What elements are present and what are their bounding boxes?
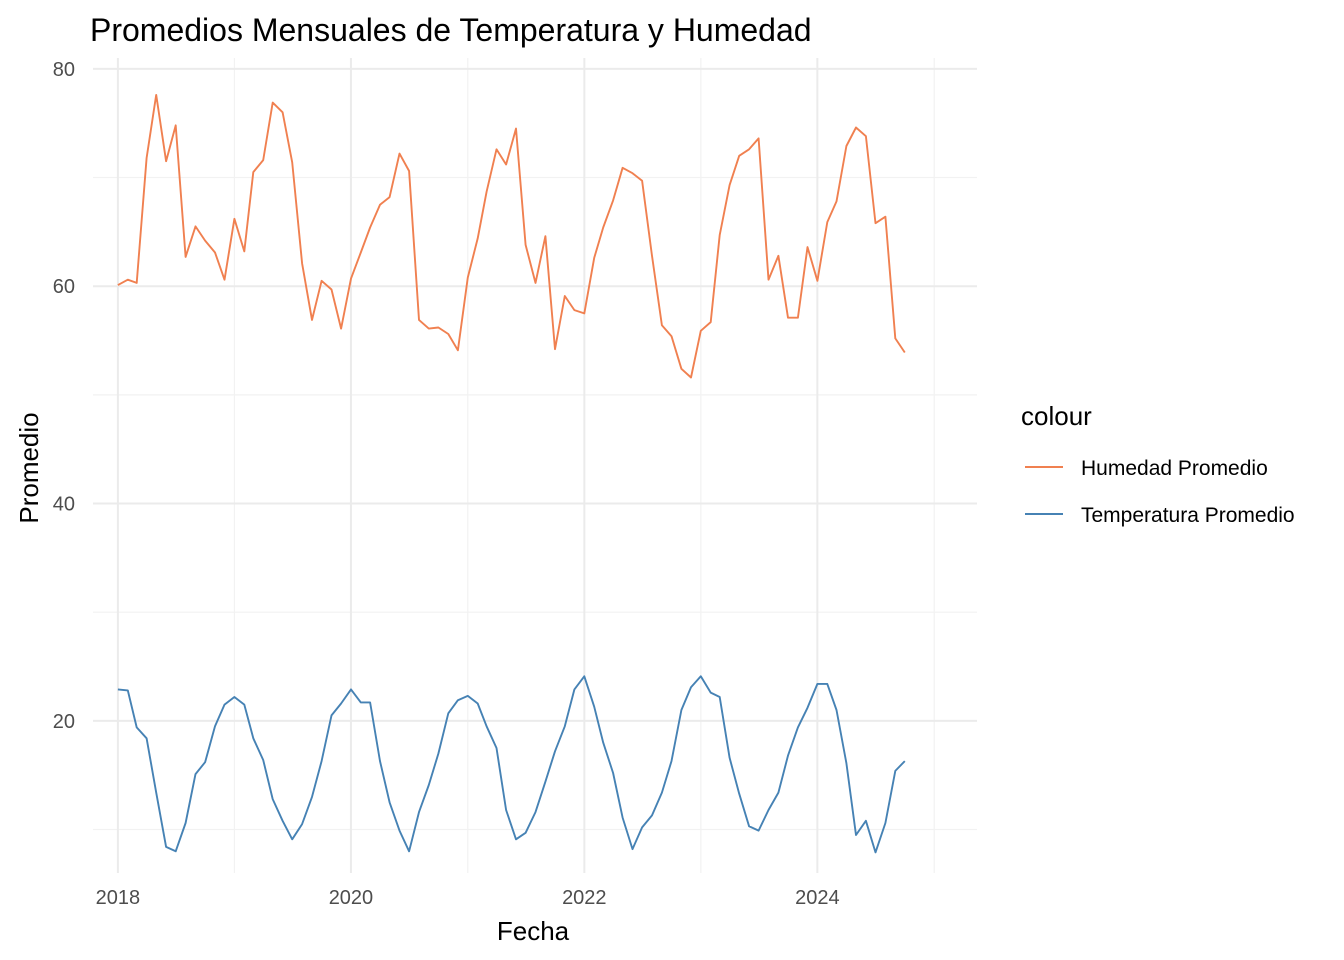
y-tick-label: 40 [53, 494, 75, 516]
y-tick-label: 20 [53, 711, 75, 733]
grid [93, 58, 977, 873]
y-tick-label: 60 [53, 276, 75, 298]
legend-label-temperatura: Temperatura Promedio [1081, 504, 1295, 527]
legend-title: colour [1021, 401, 1092, 431]
x-axis-title: Fecha [497, 916, 570, 946]
series-line-humedad [117, 93, 906, 379]
y-tick-label: 80 [53, 59, 75, 81]
tick-labels: 20 40 60 80 2018 2020 2022 2024 [53, 59, 840, 909]
x-tick-label: 2018 [96, 887, 141, 909]
x-tick-label: 2020 [329, 887, 374, 909]
chart-title: Promedios Mensuales de Temperatura y Hum… [90, 12, 812, 48]
series-line-temperatura [117, 675, 906, 854]
legend-label-humedad: Humedad Promedio [1081, 457, 1268, 480]
x-tick-label: 2022 [562, 887, 607, 909]
legend: colour Humedad Promedio Temperatura Prom… [1021, 401, 1295, 527]
series-layer [117, 93, 906, 854]
y-axis-title: Promedio [14, 412, 44, 523]
x-tick-label: 2024 [795, 887, 840, 909]
